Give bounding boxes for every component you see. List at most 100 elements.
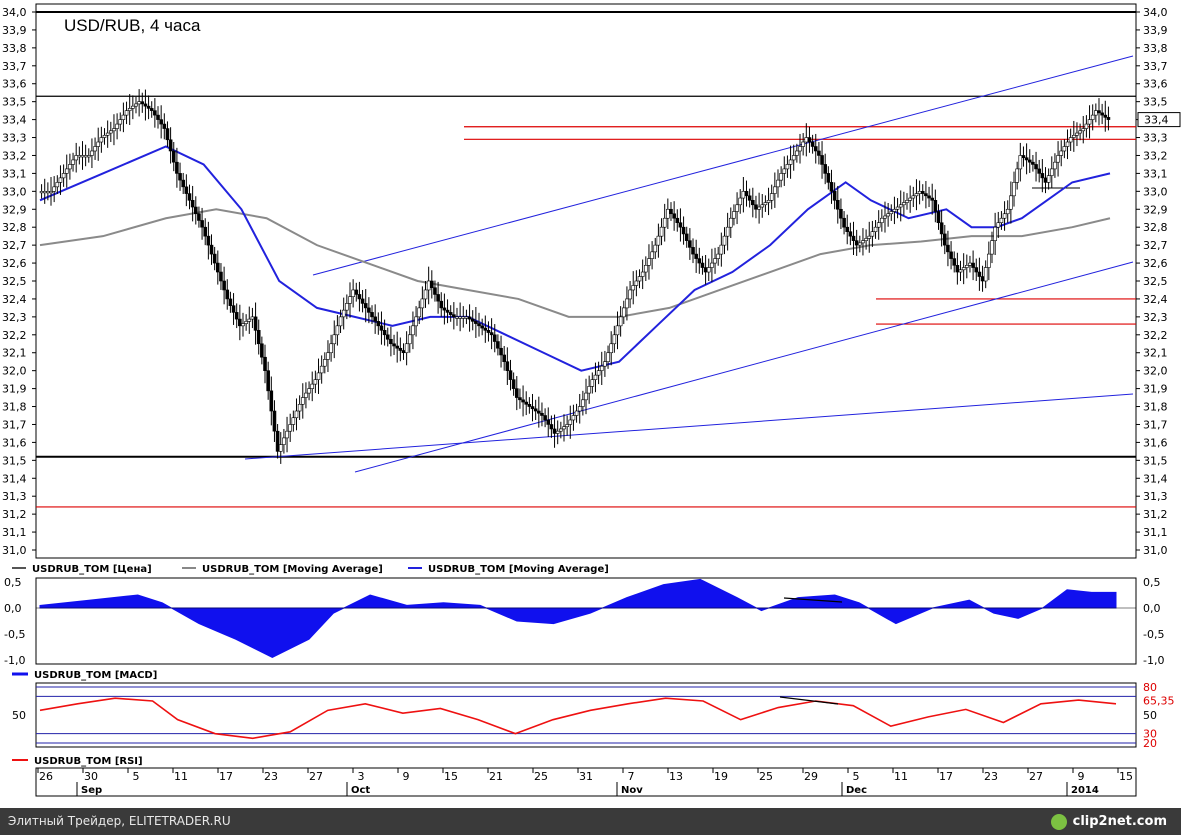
rsi-y-label-right: 65,35 (1143, 695, 1175, 708)
price-candle-body (304, 392, 308, 398)
price-candle-body (609, 343, 613, 354)
price-candle-body (650, 251, 654, 259)
price-candle-body (175, 161, 179, 174)
price-candle-body (628, 289, 632, 300)
y-tick-label-right: 32,3 (1143, 311, 1168, 324)
price-candle-body (1043, 177, 1048, 183)
price-candle-body (241, 323, 245, 327)
price-candle-body (518, 397, 522, 401)
price-candle-body (1090, 114, 1095, 120)
price-candle-body (511, 379, 516, 389)
price-candle-body (728, 217, 733, 228)
x-tick-label: 30 (84, 770, 98, 783)
price-candle-body (744, 191, 749, 197)
x-tick-label: 23 (984, 770, 998, 783)
footer-watermark-text: clip2net.com (1072, 814, 1167, 829)
price-candle-body (688, 240, 692, 248)
price-candle-body (942, 233, 947, 246)
price-candle-body (873, 226, 878, 232)
price-candle-body (706, 267, 711, 273)
price-candle-body (234, 312, 239, 320)
x-tick-label: 19 (714, 770, 728, 783)
price-candle-body (751, 200, 755, 206)
price-candle-body (766, 200, 771, 203)
price-candle-body (813, 146, 818, 152)
price-candle-body (228, 298, 233, 306)
price-candle-body (165, 128, 170, 141)
price-candle-body (445, 309, 450, 313)
price-candle-body (946, 244, 950, 253)
price-candle-body (703, 267, 708, 273)
price-candle-body (86, 155, 91, 158)
price-candle-body (713, 258, 717, 264)
price-candle-body (272, 410, 277, 432)
price-candle-body (319, 365, 324, 374)
macd-legend-label: USDRUB_TOM [MACD] (34, 670, 157, 681)
price-candle-body (993, 226, 997, 241)
macd-y-label-left: -0,5 (4, 628, 25, 641)
y-tick-label-left: 32,7 (2, 239, 27, 252)
legend-label: USDRUB_TOM [Moving Average] (202, 564, 383, 575)
price-candle-body (618, 316, 623, 327)
price-candle-body (880, 217, 884, 224)
price-candle-body (1078, 130, 1082, 134)
price-candle-body (1024, 157, 1029, 161)
price-candle-body (955, 265, 960, 273)
month-label: Nov (621, 785, 643, 796)
price-candle-body (250, 316, 255, 320)
price-candle-body (552, 428, 557, 434)
price-candle-body (492, 334, 497, 342)
price-candle-body (977, 271, 982, 277)
price-candle-body (757, 206, 761, 210)
price-candle-body (587, 386, 591, 394)
price-candle-body (603, 361, 607, 367)
price-candle-body (996, 222, 1001, 228)
price-candle-body (839, 208, 843, 219)
price-candle-body (146, 105, 151, 109)
price-candle-body (109, 130, 113, 134)
y-tick-label-left: 31,0 (2, 544, 27, 557)
macd-y-label-left: -1,0 (4, 654, 25, 667)
price-candle-body (832, 191, 837, 201)
price-candle-body (798, 146, 802, 152)
price-candle-body (791, 155, 796, 161)
price-candle-body (584, 392, 588, 401)
price-candle-body (316, 372, 321, 380)
price-candle-body (269, 390, 274, 412)
price-candle-body (486, 330, 491, 333)
price-candle-body (820, 155, 824, 165)
price-candle-body (968, 262, 972, 266)
y-tick-label-right: 32,2 (1143, 329, 1168, 342)
price-candle-body (124, 110, 129, 116)
rsi-y-label-right: 30 (1143, 728, 1157, 741)
price-candle-body (326, 352, 330, 360)
price-candle-body (980, 276, 985, 282)
price-candle-body (606, 352, 610, 363)
price-candle-body (382, 330, 387, 336)
x-tick-label: 5 (133, 770, 140, 783)
y-tick-label-right: 31,8 (1143, 401, 1168, 414)
price-candle-body (675, 217, 680, 224)
price-candle-body (669, 208, 673, 215)
price-candle-body (625, 298, 629, 309)
price-candle-body (385, 334, 390, 340)
price-candle-body (71, 159, 75, 165)
price-candle-body (914, 193, 919, 197)
price-candle-body (681, 226, 686, 235)
price-candle-body (102, 134, 107, 138)
footer-watermark: clip2net.com (1050, 808, 1167, 835)
y-tick-label-right: 33,2 (1143, 149, 1168, 162)
price-candle-body (206, 235, 211, 246)
y-tick-label-left: 31,3 (2, 490, 27, 503)
price-candle-body (389, 338, 393, 345)
price-candle-body (338, 316, 343, 327)
price-candle-body (149, 108, 154, 111)
price-candle-body (436, 294, 440, 302)
price-candle-body (930, 197, 934, 201)
price-candle-body (508, 370, 513, 380)
x-tick-label: 31 (579, 770, 593, 783)
y-tick-label-left: 33,8 (2, 42, 27, 55)
price-candle-body (423, 289, 428, 300)
price-candle-body (452, 314, 456, 318)
x-tick-label: 25 (534, 770, 548, 783)
